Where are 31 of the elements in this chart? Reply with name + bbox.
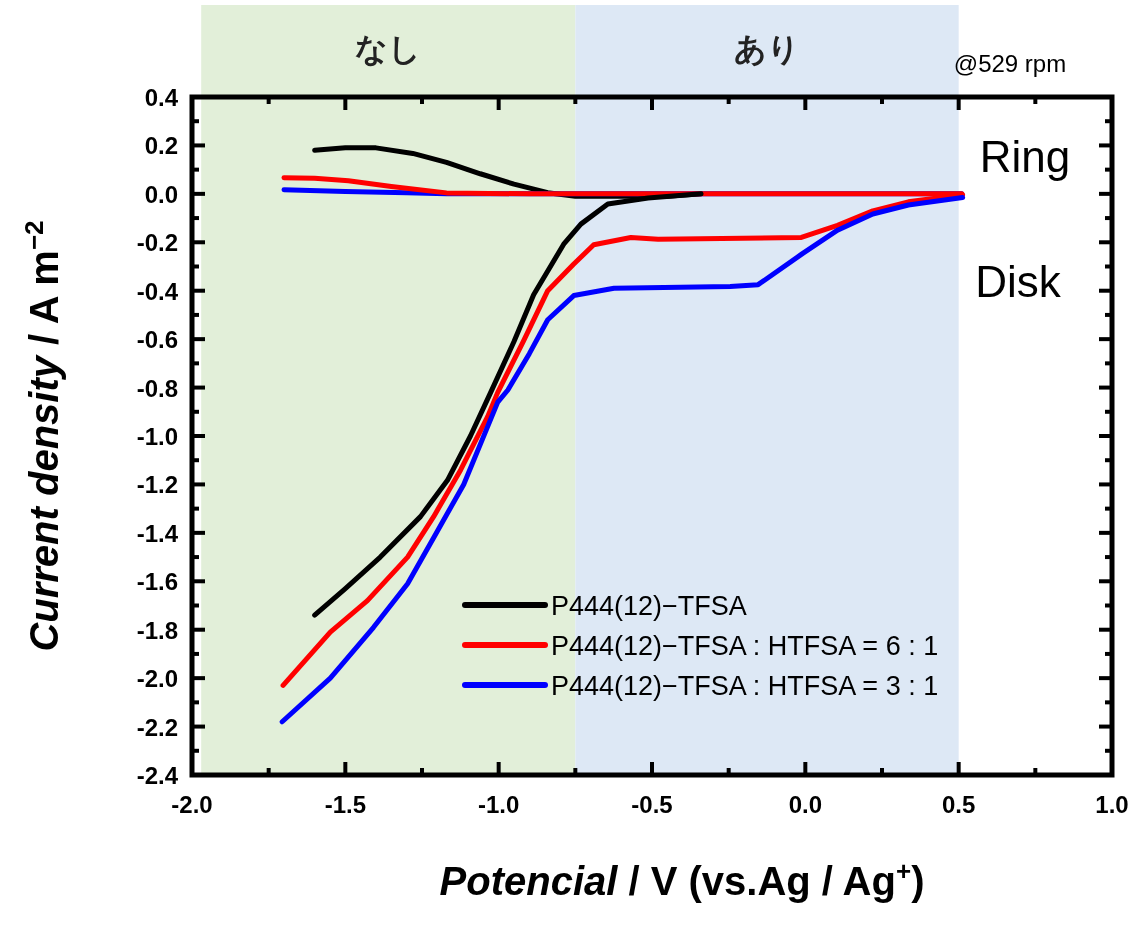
- y-tick-label: -0.4: [136, 277, 179, 305]
- x-tick-label: -2.0: [171, 791, 213, 818]
- annotation: Ring: [979, 132, 1071, 181]
- y-tick-label: -0.2: [136, 229, 178, 257]
- y-tick-label: -1.8: [136, 616, 178, 644]
- legend-label: P444(12)−TFSA : HTFSA = 6 : 1: [551, 631, 939, 661]
- x-tick-label: 0.5: [941, 791, 976, 818]
- y-tick-label: -1.6: [136, 568, 178, 596]
- legend-label: P444(12)−TFSA : HTFSA = 3 : 1: [551, 671, 939, 701]
- band-label: なし: [355, 31, 422, 67]
- y-tick-label: 0.4: [144, 84, 179, 111]
- annotation: Disk: [975, 257, 1062, 306]
- y-tick-label: -1.2: [136, 471, 178, 499]
- x-tick-label: 0.0: [788, 791, 823, 818]
- x-tick-label: 1.0: [1095, 791, 1129, 818]
- legend-label: P444(12)−TFSA: [551, 591, 747, 621]
- y-tick-label: -0.8: [136, 374, 178, 402]
- y-tick-label: -1.4: [136, 519, 179, 547]
- text: @529 rpm: [953, 50, 1067, 77]
- y-tick-label: -2.0: [136, 665, 178, 693]
- y-tick-label: -2.2: [136, 713, 178, 741]
- band-label: あり: [734, 31, 800, 67]
- y-tick-label: -2.4: [136, 762, 179, 789]
- y-tick-label: -0.6: [136, 326, 178, 354]
- y-tick-label: 0.2: [144, 132, 178, 160]
- y-tick-label: 0.0: [144, 180, 178, 208]
- y-tick-label: -1.0: [136, 423, 178, 450]
- x-tick-label: -1.0: [477, 791, 520, 818]
- x-tick-label: -0.5: [631, 791, 673, 818]
- x-axis-title: Potencial / V (vs.Ag / Ag$^{+}$): [439, 856, 925, 903]
- x-tick-label: -1.5: [324, 791, 367, 818]
